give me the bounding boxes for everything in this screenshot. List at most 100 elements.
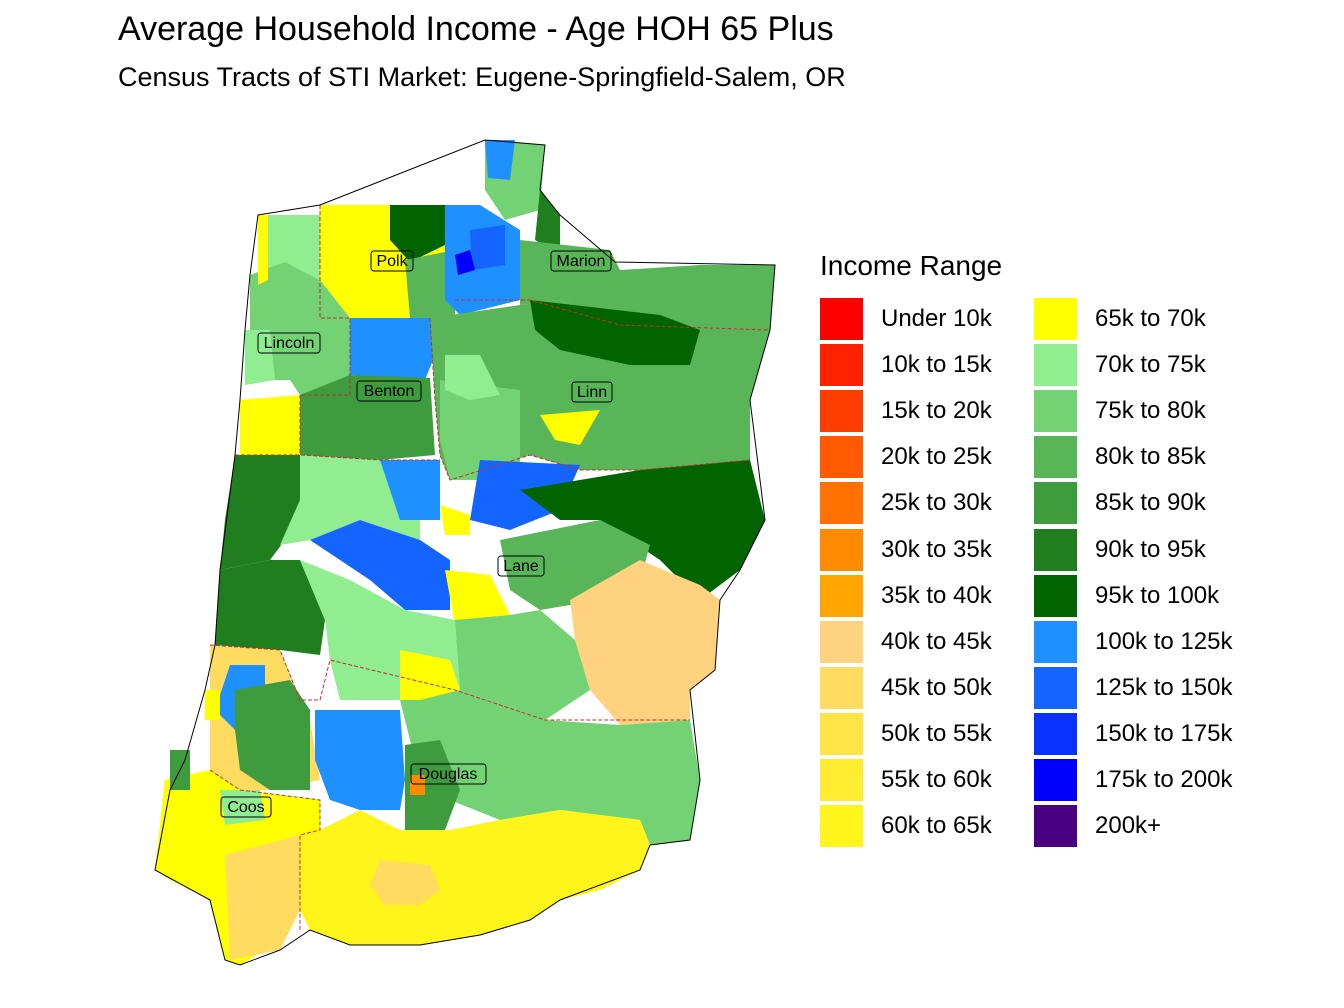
legend-label: 100k to 125k <box>1095 627 1233 655</box>
legend-item: 25k to 30k <box>820 480 1016 526</box>
legend-label: 90k to 95k <box>1095 535 1206 563</box>
tract <box>410 775 425 795</box>
legend-label: Under 10k <box>881 305 992 333</box>
legend-swatch <box>820 620 863 663</box>
legend-label: 150k to 175k <box>1095 719 1233 747</box>
legend-swatch <box>820 436 863 479</box>
legend: Income Range Under 10k 10k to 15k 15k to 2… <box>820 250 1233 849</box>
tract <box>215 560 325 655</box>
county-label-polk: Polk <box>370 250 414 272</box>
tract <box>570 560 720 725</box>
county-label-text: Marion <box>557 253 606 270</box>
legend-item: 175k to 200k <box>1034 757 1232 803</box>
legend-label: 75k to 80k <box>1095 397 1206 425</box>
legend-swatch <box>1034 712 1077 755</box>
tract <box>485 140 515 180</box>
county-border <box>299 205 351 455</box>
legend-label: 50k to 55k <box>881 719 992 747</box>
legend-title: Income Range <box>820 250 1003 281</box>
legend-item: 90k to 95k <box>1034 526 1230 572</box>
legend-swatch <box>1034 436 1077 479</box>
tract <box>445 355 500 400</box>
county-borders <box>209 205 771 930</box>
county-border <box>455 299 771 331</box>
county-label-text: Douglas <box>419 766 478 783</box>
county-label-text: Coos <box>227 799 264 816</box>
legend-label: 15k to 20k <box>881 397 992 425</box>
legend-item: 10k to 15k <box>820 342 1016 388</box>
legend-swatch <box>1034 620 1077 663</box>
legend-swatch <box>1034 805 1077 848</box>
tract <box>405 740 460 830</box>
county-label-coos: Coos <box>220 796 272 818</box>
tract <box>540 410 600 445</box>
legend-swatch <box>820 805 863 848</box>
legend-item: 70k to 75k <box>1034 342 1230 388</box>
tract <box>380 460 440 520</box>
tract <box>225 835 300 960</box>
legend-item: 95k to 100k <box>1034 573 1230 619</box>
legend-swatch <box>1034 298 1077 341</box>
legend-item: 15k to 20k <box>820 388 1016 434</box>
market-outline <box>154 139 776 966</box>
chart-title: Average Household Income - Age HOH 65 Pl… <box>118 10 834 48</box>
legend-item: 20k to 25k <box>820 434 1016 480</box>
legend-swatch <box>820 344 863 387</box>
legend-swatch <box>820 528 863 571</box>
legend-item: 45k to 50k <box>820 665 1016 711</box>
tract <box>205 690 220 720</box>
tract <box>400 680 700 845</box>
legend-label: 55k to 60k <box>881 765 992 793</box>
legend-label: 200k+ <box>1095 812 1162 840</box>
legend-swatch <box>1034 344 1077 387</box>
legend-swatch <box>1034 666 1077 709</box>
legend-label: 70k to 75k <box>1095 351 1206 379</box>
legend-swatch <box>1034 390 1077 433</box>
legend-columns: Under 10k 10k to 15k 15k to 20k 20k to 25k 2… <box>820 296 1233 849</box>
legend-label: 25k to 30k <box>881 489 992 517</box>
legend-item: 100k to 125k <box>1034 619 1233 665</box>
legend-item: 80k to 85k <box>1034 434 1230 480</box>
tract <box>300 810 650 945</box>
legend-column: 65k to 70k 70k to 75k 75k to 80k 80k to 85k… <box>1034 296 1233 849</box>
chart-subtitle: Census Tracts of STI Market: Eugene-Spri… <box>118 62 846 92</box>
tract <box>258 215 268 285</box>
tract <box>310 520 450 610</box>
legend-label: 30k to 35k <box>881 535 992 563</box>
county-label-text: Benton <box>364 383 415 400</box>
legend-label: 45k to 50k <box>881 673 992 701</box>
tract <box>220 455 300 570</box>
tract <box>455 250 475 275</box>
legend-swatch <box>820 390 863 433</box>
legend-swatch <box>1034 482 1077 525</box>
legend-item: 65k to 70k <box>1034 296 1230 342</box>
county-border <box>209 769 321 930</box>
tract <box>280 455 420 545</box>
legend-item: 50k to 55k <box>820 711 1016 757</box>
county-label-linn: Linn <box>571 381 613 403</box>
legend-label: 125k to 150k <box>1095 673 1233 701</box>
tract <box>250 262 350 395</box>
choropleth-map: Polk Marion Lincoln Benton Linn Lane Dou… <box>154 139 776 966</box>
tract <box>350 318 435 380</box>
county-label-lincoln: Lincoln <box>257 332 321 354</box>
tract <box>535 190 560 255</box>
tract <box>245 330 275 385</box>
legend-label: 85k to 90k <box>1095 489 1206 517</box>
county-label-text: Lincoln <box>264 335 315 352</box>
tract <box>530 300 700 365</box>
legend-swatch <box>820 574 863 617</box>
county-label-lane: Lane <box>497 555 545 577</box>
legend-label: 80k to 85k <box>1095 443 1206 471</box>
legend-item: 60k to 65k <box>820 803 1016 849</box>
legend-item: 35k to 40k <box>820 573 1016 619</box>
legend-swatch <box>820 298 863 341</box>
tract <box>240 395 305 455</box>
tract <box>235 680 310 790</box>
legend-swatch <box>820 482 863 525</box>
legend-label: 40k to 45k <box>881 627 992 655</box>
legend-swatch <box>1034 528 1077 571</box>
legend-column: Under 10k 10k to 15k 15k to 20k 20k to 25k 2… <box>820 296 1016 849</box>
tract <box>470 225 505 270</box>
legend-label: 65k to 70k <box>1095 305 1206 333</box>
